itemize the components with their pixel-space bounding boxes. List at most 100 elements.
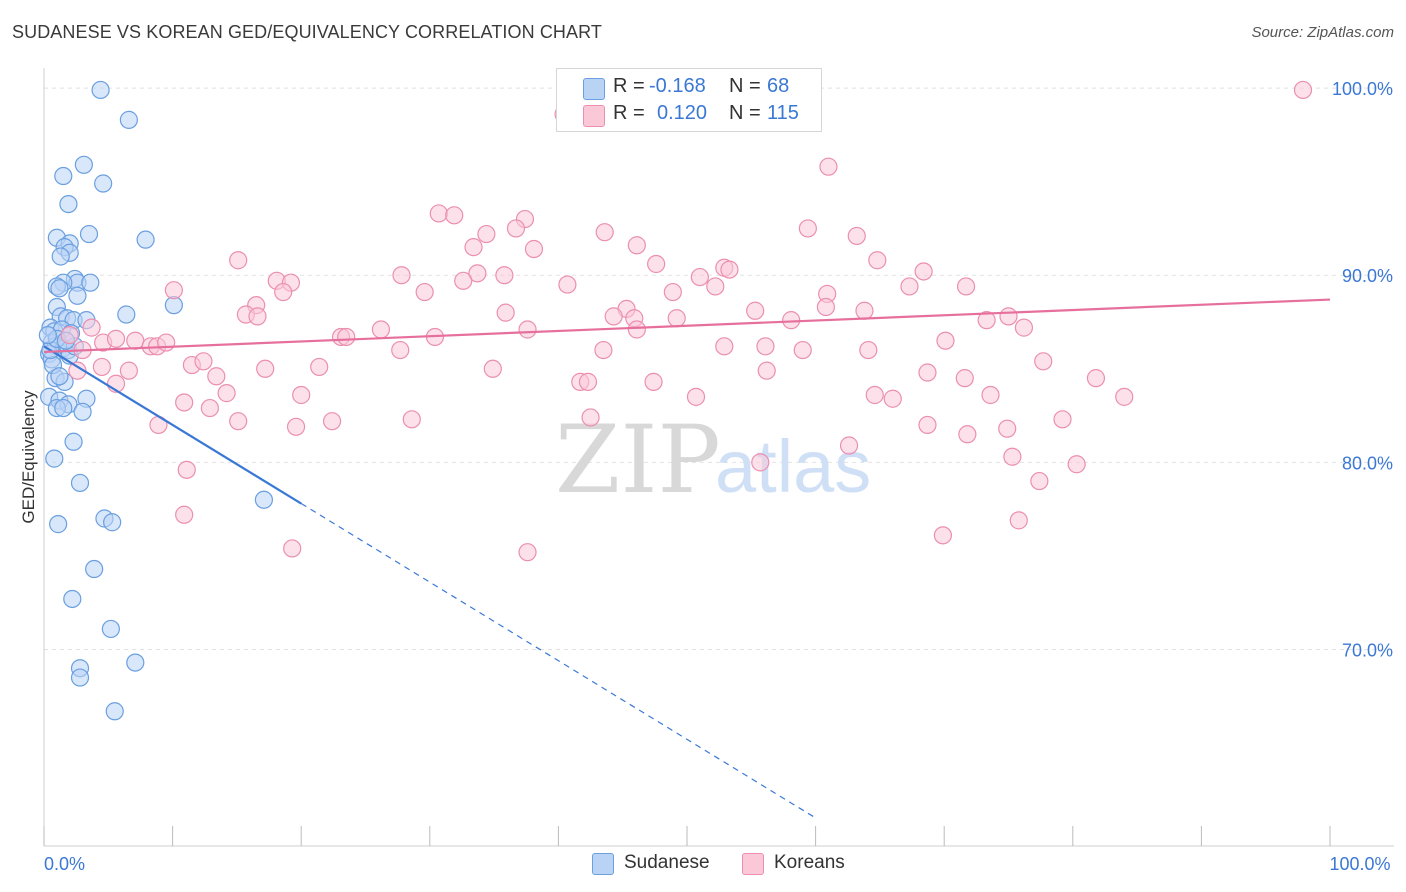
korean-point: [464, 238, 483, 257]
sudanese-point: [117, 305, 136, 324]
korean-point: [955, 369, 974, 388]
y-axis-label: GED/Equivalency: [19, 390, 38, 524]
bottom-legend-label: Sudanese: [624, 852, 710, 873]
korean-point: [663, 282, 682, 302]
sudanese-point: [51, 247, 70, 266]
korean-point: [1030, 471, 1049, 491]
sudanese-point: [105, 702, 124, 721]
legend-row-sudanese: R = -0.168 N = 68: [557, 75, 821, 101]
korean-point: [207, 367, 226, 386]
sudanese-point: [59, 195, 78, 214]
korean-point: [604, 307, 623, 326]
korean-point: [847, 226, 866, 246]
korean-point: [92, 357, 111, 377]
korean-point: [1003, 447, 1022, 466]
korean-point: [690, 267, 709, 287]
bottom-legend-swatch-blue: [592, 853, 614, 875]
korean-point: [518, 543, 537, 562]
x-tick-label: 100.0%: [1329, 854, 1390, 874]
korean-point: [371, 320, 391, 339]
korean-point: [402, 410, 421, 429]
legend-r-value: -0.168: [649, 75, 706, 97]
legend-n-value: 115: [767, 102, 799, 124]
korean-point: [798, 219, 817, 238]
y-tick-label: 70.0%: [1342, 641, 1393, 661]
bottom-legend-koreans[interactable]: Koreans: [742, 852, 862, 876]
korean-point: [627, 236, 646, 255]
korean-point: [998, 419, 1017, 438]
korean-point: [483, 359, 502, 378]
bottom-legend-sudanese[interactable]: Sudanese: [592, 852, 722, 876]
korean-point: [392, 266, 411, 285]
sudanese-point: [103, 513, 122, 532]
sudanese-point: [79, 224, 99, 244]
korean-point: [200, 398, 219, 418]
x-tick-label: 0.0%: [44, 854, 85, 874]
sudanese-point: [73, 402, 92, 421]
korean-point: [644, 372, 663, 391]
korean-point: [868, 251, 887, 270]
korean-point: [578, 372, 598, 391]
korean-point: [1293, 80, 1313, 100]
korean-point: [60, 326, 79, 345]
korean-point: [859, 340, 878, 360]
korean-point: [518, 320, 537, 339]
legend-r-label: R =: [613, 102, 645, 124]
korean-point: [720, 260, 739, 279]
legend-swatch-pink: [583, 105, 605, 127]
korean-point: [1034, 352, 1053, 371]
korean-point: [217, 384, 236, 403]
korean-point: [667, 309, 686, 328]
korean-point: [194, 352, 213, 371]
sudanese-point: [94, 174, 113, 193]
korean-point: [283, 539, 302, 558]
korean-point: [918, 415, 937, 435]
korean-point: [445, 206, 464, 225]
korean-point: [1086, 369, 1106, 388]
korean-point: [819, 157, 838, 176]
legend-r-label: R =: [613, 75, 645, 97]
korean-point: [82, 318, 101, 337]
sudanese-point: [49, 515, 68, 534]
sudanese-point: [50, 279, 69, 298]
korean-point: [175, 393, 194, 412]
korean-point: [918, 363, 937, 382]
y-tick-label: 100.0%: [1332, 79, 1393, 99]
legend-n-label: N =: [729, 75, 761, 97]
korean-point: [337, 327, 356, 347]
korean-point: [175, 505, 194, 524]
sudanese-point: [254, 490, 274, 509]
korean-point: [757, 361, 776, 380]
legend-n-value: 68: [767, 75, 790, 97]
bottom-legend-label: Koreans: [774, 852, 845, 873]
korean-point: [581, 408, 600, 427]
sudanese-point: [91, 80, 110, 100]
korean-point: [793, 340, 812, 360]
korean-point: [274, 282, 293, 302]
korean-point: [595, 223, 614, 242]
korean-point: [119, 361, 138, 380]
y-tick-label: 80.0%: [1342, 453, 1393, 473]
korean-point: [292, 385, 311, 405]
sudanese-point: [81, 273, 100, 292]
watermark-zip: ZIP: [555, 406, 721, 515]
legend-r-value: 0.120: [657, 102, 708, 124]
y-tick-label: 90.0%: [1342, 266, 1393, 286]
korean-point: [157, 333, 176, 352]
korean-point: [839, 436, 859, 455]
sudanese-point: [68, 286, 87, 305]
korean-point: [164, 281, 183, 300]
korean-point: [248, 307, 267, 326]
korean-point: [68, 361, 87, 380]
sudanese-point: [63, 589, 82, 609]
korean-point: [558, 275, 577, 294]
korean-point: [1053, 410, 1072, 429]
korean-point: [956, 277, 976, 296]
korean-point: [177, 460, 196, 479]
source-label: Source: ZipAtlas.com: [1251, 24, 1394, 41]
sudanese-point: [50, 367, 69, 386]
korean-point: [627, 320, 646, 339]
koreans-trend-line: [43, 298, 1331, 354]
korean-point: [229, 412, 248, 431]
